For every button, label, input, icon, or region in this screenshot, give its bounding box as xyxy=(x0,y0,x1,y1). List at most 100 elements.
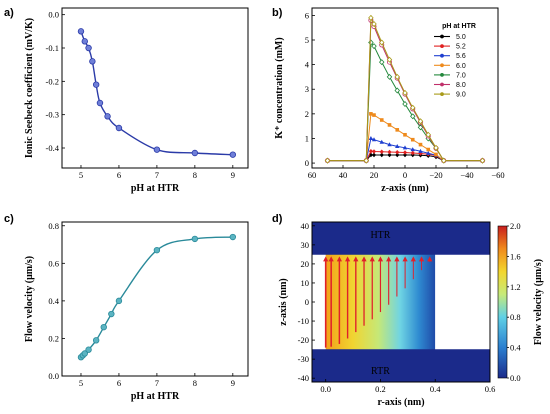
point-9.0 xyxy=(379,39,385,46)
x-tick-label: 7 xyxy=(155,170,159,180)
y-tick-label: 10 xyxy=(301,278,310,288)
point-5.6 xyxy=(371,137,377,142)
x-tick-label: 6 xyxy=(117,170,121,180)
x-tick-label: 0.4 xyxy=(430,384,441,394)
data-point xyxy=(191,235,199,243)
legend-entry: 7.0 xyxy=(456,72,466,79)
point-5.0 xyxy=(387,152,392,158)
x-tick-label: 0 xyxy=(403,170,407,180)
plot-frame xyxy=(61,7,249,169)
x-tick-label: 60 xyxy=(308,170,317,180)
point-7.0 xyxy=(379,59,385,66)
chart-d: HTR RTR 0.0 0.2 0.4 0.6 40 30 20 10 0 -10 -20 -30 -40 r… xyxy=(278,221,544,408)
point-5.0 xyxy=(395,152,400,158)
x-tick-label: 40 xyxy=(339,170,348,180)
x-tick-label: 0.6 xyxy=(485,384,496,394)
point-5.2 xyxy=(379,149,384,155)
x-tick-label: −40 xyxy=(460,170,473,180)
x-tick-label: 0.2 xyxy=(375,384,386,394)
legend-title: pH at HTR xyxy=(442,23,476,30)
x-tick-label: 6 xyxy=(117,378,121,388)
y-tick-label: 40 xyxy=(301,221,310,231)
data-point xyxy=(92,81,100,88)
flow-arrow-head xyxy=(345,256,351,262)
point-9.0 xyxy=(402,89,408,96)
legend-entry: 6.0 xyxy=(456,63,466,70)
point-9.0 xyxy=(324,157,331,164)
flow-arrow-head xyxy=(402,256,408,262)
data-point xyxy=(81,38,88,45)
plot-frame xyxy=(311,7,499,169)
y-tick-label: 0.0 xyxy=(48,371,59,381)
point-9.0 xyxy=(371,21,377,27)
y-tick-label: -0.1 xyxy=(46,43,59,53)
legend-marker-9.0 xyxy=(440,92,444,96)
colorbar-tick-label: 1.6 xyxy=(510,251,521,261)
y-tick-label: 4 xyxy=(305,60,310,70)
point-9.0 xyxy=(394,73,400,80)
series-line xyxy=(80,31,233,156)
point-7.0 xyxy=(386,73,393,80)
legend-marker-5.2 xyxy=(440,44,444,48)
point-6.0 xyxy=(426,147,431,152)
data-point xyxy=(96,99,104,107)
point-5.2 xyxy=(410,150,415,156)
point-5.2 xyxy=(371,149,377,154)
point-9.0 xyxy=(433,144,439,151)
x-tick-label: −20 xyxy=(429,170,442,180)
point-9.0 xyxy=(425,131,431,138)
legend-marker-5.0 xyxy=(440,34,444,39)
legend-entry: 9.0 xyxy=(456,92,466,99)
point-9.0 xyxy=(410,104,416,111)
data-point xyxy=(108,310,115,318)
x-axis-label: pH at HTR xyxy=(131,391,180,402)
data-point xyxy=(81,350,88,357)
x-tick-label: 20 xyxy=(370,170,379,180)
point-5.6 xyxy=(395,143,400,148)
point-5.0 xyxy=(371,152,377,158)
point-5.0 xyxy=(368,152,373,158)
point-5.2 xyxy=(402,150,408,155)
point-5.0 xyxy=(379,152,384,158)
rtr-label: RTR xyxy=(371,366,390,377)
y-axis-label: Ionic Seebeck coefficient (mV/K) xyxy=(24,18,35,158)
flow-arrow-head xyxy=(386,256,392,262)
point-5.6 xyxy=(410,147,415,152)
y-tick-label: 1 xyxy=(305,133,309,143)
flow-arrow-head xyxy=(427,256,433,262)
y-tick-label: 30 xyxy=(301,240,310,250)
point-7.0 xyxy=(371,43,377,50)
y-tick-label: 0.6 xyxy=(48,258,59,268)
panel-label-a: a) xyxy=(4,7,14,19)
y-tick-label: -30 xyxy=(298,354,309,364)
data-point xyxy=(191,149,199,157)
point-6.0 xyxy=(395,128,400,132)
y-axis-label: Flow velocity (μm/s) xyxy=(24,256,35,342)
data-point xyxy=(115,124,123,132)
panel-label-d: d) xyxy=(272,213,283,225)
y-tick-label: 0.2 xyxy=(48,333,59,343)
colorbar-tick-label: 0.4 xyxy=(510,343,521,353)
y-tick-label: 0.8 xyxy=(48,221,59,231)
point-7.0 xyxy=(410,113,416,120)
chart-c: 5 6 7 8 9 0.0 0.2 0.4 0.6 0.8 pH at HTR Flow veloci… xyxy=(24,221,249,402)
point-5.2 xyxy=(387,149,392,155)
flow-arrow-head xyxy=(336,256,342,262)
point-9.0 xyxy=(368,14,374,21)
flow-arrow-head xyxy=(377,256,384,262)
data-point xyxy=(104,113,111,120)
legend-entry: 5.0 xyxy=(456,34,466,41)
x-tick-label: 0.0 xyxy=(320,384,331,394)
y-tick-label: -10 xyxy=(298,316,309,326)
x-tick-label: 9 xyxy=(231,378,235,388)
x-tick-label: 5 xyxy=(79,170,83,180)
point-5.0 xyxy=(402,152,408,158)
point-6.0 xyxy=(403,132,407,137)
colorbar xyxy=(497,225,508,379)
legend-entry: 8.0 xyxy=(456,82,466,89)
y-tick-label: 2 xyxy=(305,109,309,119)
x-tick-label: 5 xyxy=(79,378,83,388)
y-tick-label: -0.3 xyxy=(46,110,59,120)
point-6.0 xyxy=(410,137,415,142)
data-point xyxy=(85,44,92,52)
